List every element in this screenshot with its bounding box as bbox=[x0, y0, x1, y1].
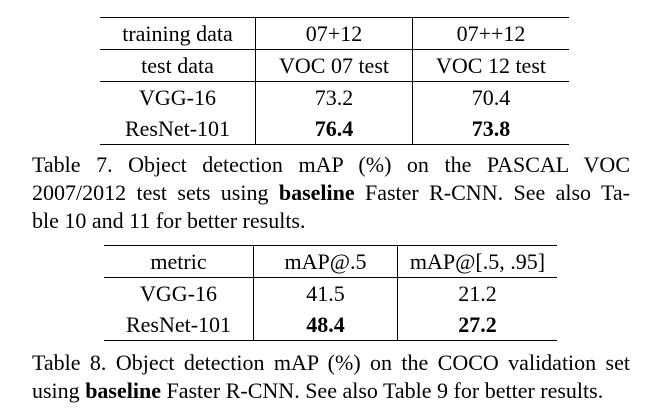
table-row: VGG-16 41.5 21.2 bbox=[104, 277, 557, 309]
table-row: ResNet-101 76.4 73.8 bbox=[100, 113, 569, 145]
table-row: VGG-16 73.2 70.4 bbox=[100, 81, 569, 113]
caption-text: 2007/2012 test sets using bbox=[32, 180, 279, 205]
value-cell: 70.4 bbox=[471, 84, 511, 110]
caption-line: Table 8. Object detection mAP (%) on the… bbox=[32, 350, 630, 375]
subheader-cell: VOC 12 test bbox=[412, 49, 569, 82]
value-cell-best: 76.4 bbox=[255, 113, 413, 145]
table-8-caption: Table 8. Object detection mAP (%) on the… bbox=[32, 349, 630, 405]
caption-text: using bbox=[32, 378, 86, 403]
table-7-caption: Table 7. Object detection mAP (%) on the… bbox=[32, 151, 630, 235]
caption-emphasis: baseline bbox=[278, 180, 355, 205]
value-cell: 21.2 bbox=[458, 280, 497, 306]
value-cell: 73.2 bbox=[255, 81, 413, 113]
model-cell: VGG-16 bbox=[100, 81, 256, 113]
model-cell: VGG-16 bbox=[104, 277, 254, 309]
table-8: metric mAP@.5 mAP@[.5, .95] VGG-16 41.5 … bbox=[104, 245, 557, 341]
subheader-cell: VOC 07 test bbox=[255, 49, 413, 82]
header-cell: mAP@[.5, .95] bbox=[397, 245, 557, 278]
value-cell-best: 73.8 bbox=[412, 113, 569, 145]
table-row: ResNet-101 48.4 27.2 bbox=[104, 309, 557, 341]
caption-line: Table 7. Object detection mAP (%) on the… bbox=[32, 152, 630, 177]
header-cell: 07++12 bbox=[412, 17, 569, 50]
caption-line: using baseline Faster R-CNN. See also Ta… bbox=[32, 377, 630, 405]
caption-text: Faster R-CNN. See also Table 9 for bette… bbox=[160, 378, 604, 403]
caption-emphasis: baseline bbox=[85, 378, 161, 403]
header-cell: training data bbox=[100, 17, 256, 50]
caption-line: 2007/2012 test sets using baseline Faste… bbox=[32, 179, 630, 207]
model-cell: ResNet-101 bbox=[100, 113, 256, 145]
header-cell: 07+12 bbox=[255, 17, 413, 50]
header-cell: mAP@.5 bbox=[253, 245, 398, 278]
subheader-cell: test data bbox=[100, 49, 256, 82]
table-header-row: metric mAP@.5 mAP@[.5, .95] bbox=[104, 245, 557, 278]
caption-text: Faster R-CNN. See also Ta- bbox=[354, 180, 630, 205]
table-7: training data 07+12 07++12 test data VOC… bbox=[100, 17, 569, 145]
value-cell: 41.5 bbox=[253, 277, 398, 309]
value-cell-best: 48.4 bbox=[253, 309, 398, 341]
model-cell: ResNet-101 bbox=[104, 309, 254, 341]
table-subheader-row: test data VOC 07 test VOC 12 test bbox=[100, 49, 569, 82]
value-cell-best: 27.2 bbox=[397, 309, 557, 341]
caption-line: ble 10 and 11 for better results. bbox=[32, 208, 306, 233]
table-header-row: training data 07+12 07++12 bbox=[100, 17, 569, 50]
header-cell: metric bbox=[104, 245, 254, 278]
